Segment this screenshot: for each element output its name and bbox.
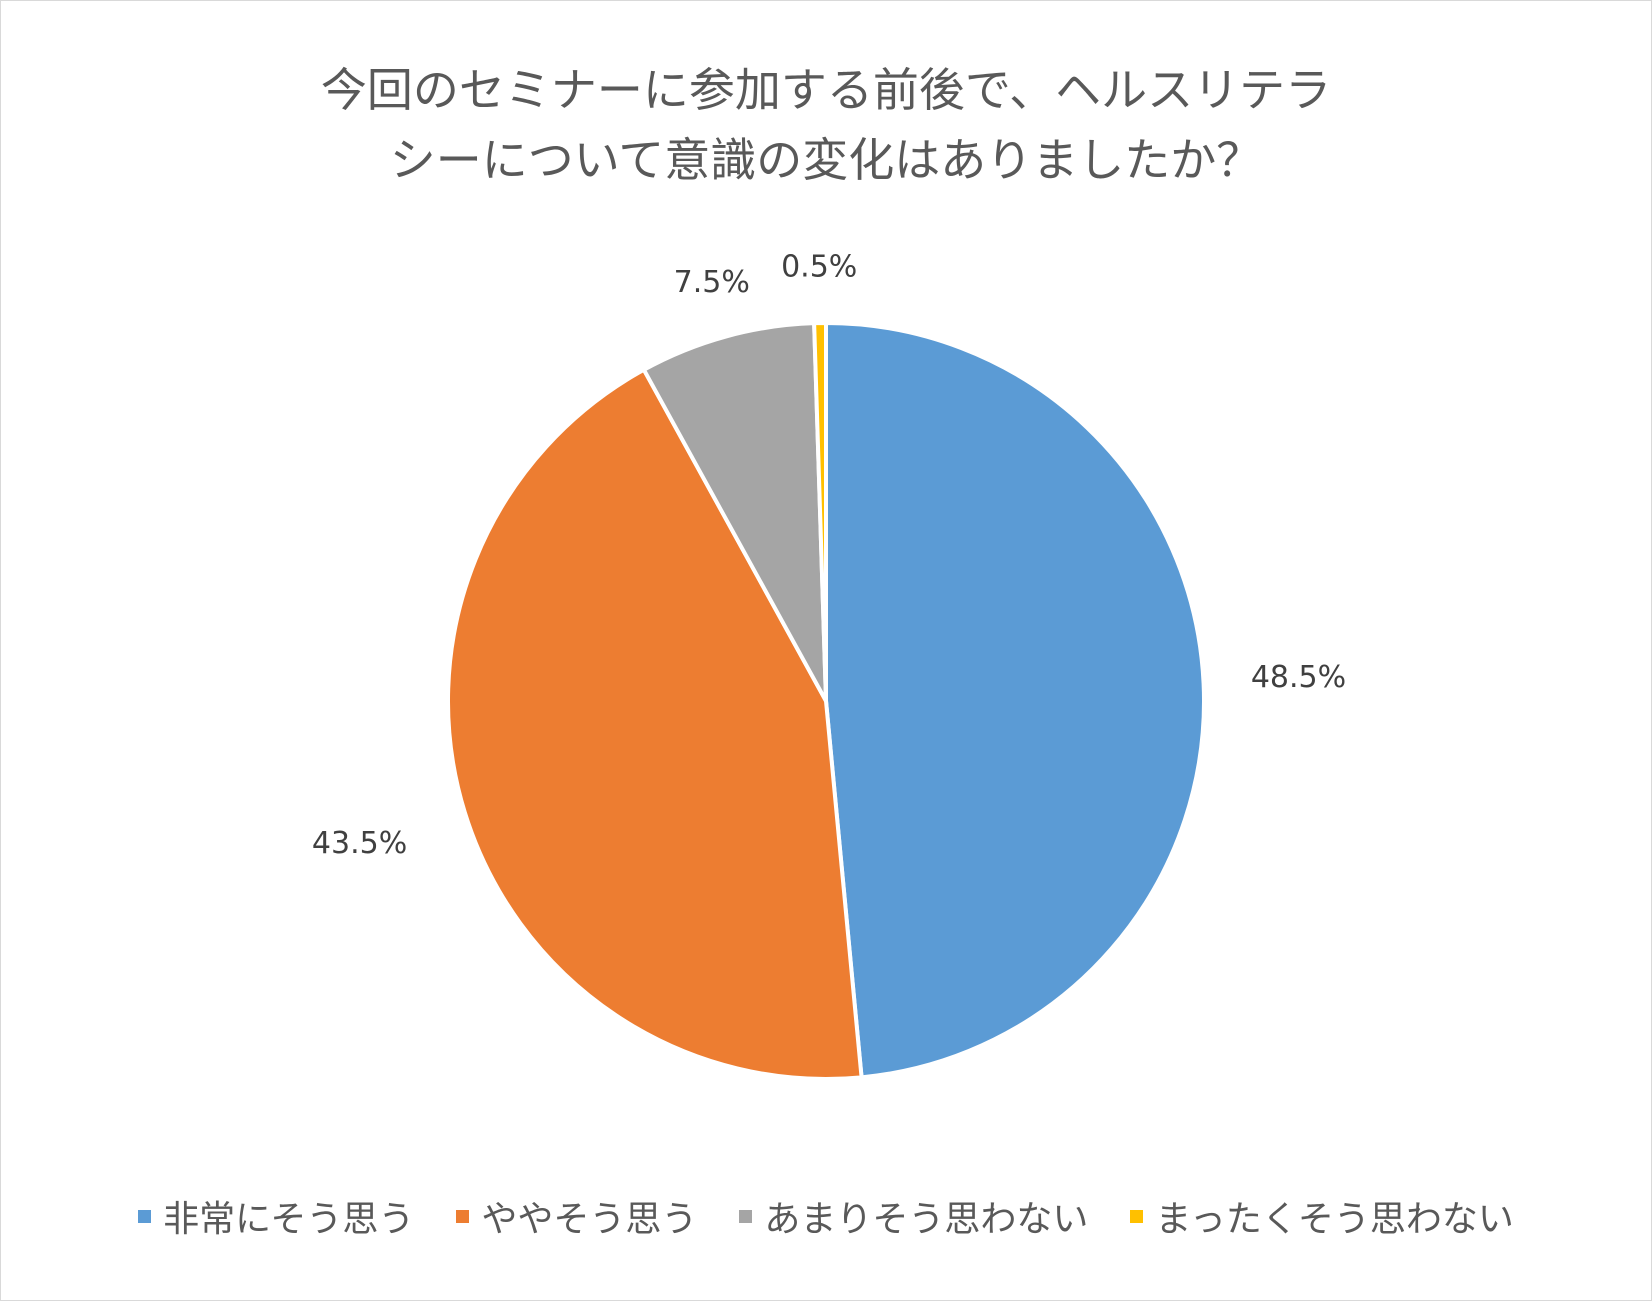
data-label-1: 48.5% <box>1251 660 1346 695</box>
legend-label-1: 非常にそう思う <box>163 1199 415 1240</box>
pie-slice-1 <box>824 320 1206 1080</box>
legend-item-1: 非常にそう思う <box>138 1190 414 1242</box>
legend-item-3: あまりそう思わない <box>739 1190 1088 1242</box>
legend-label-3: あまりそう思わない <box>764 1199 1089 1240</box>
pie-slice-3 <box>641 321 828 702</box>
chart-title-line-1: 今回のセミナーに参加する前後で、ヘルスリテラ <box>320 63 1332 117</box>
data-label-2: 43.5% <box>312 826 407 861</box>
legend-label-4: まったくそう思わない <box>1155 1199 1514 1240</box>
legend-swatch-1 <box>138 1209 152 1223</box>
pie-slice-2 <box>446 367 864 1081</box>
legend-swatch-3 <box>739 1209 753 1223</box>
chart-legend: 非常にそう思う ややそう思う あまりそう思わない まったくそう思わない <box>0 1190 1652 1242</box>
legend-swatch-2 <box>456 1209 470 1223</box>
legend-item-4: まったくそう思わない <box>1130 1190 1514 1242</box>
chart-title: 今回のセミナーに参加する前後で、ヘルスリテラ シーについて意識の変化はありました… <box>0 55 1652 195</box>
legend-item-2: ややそう思う <box>456 1190 697 1242</box>
data-label-3: 7.5% <box>674 265 750 300</box>
chart-title-line-2: シーについて意識の変化はありましたか？ <box>389 133 1263 187</box>
legend-label-2: ややそう思う <box>481 1199 698 1240</box>
data-label-4: 0.5% <box>781 250 857 285</box>
legend-swatch-4 <box>1130 1209 1144 1223</box>
pie-slice-4 <box>812 320 828 702</box>
